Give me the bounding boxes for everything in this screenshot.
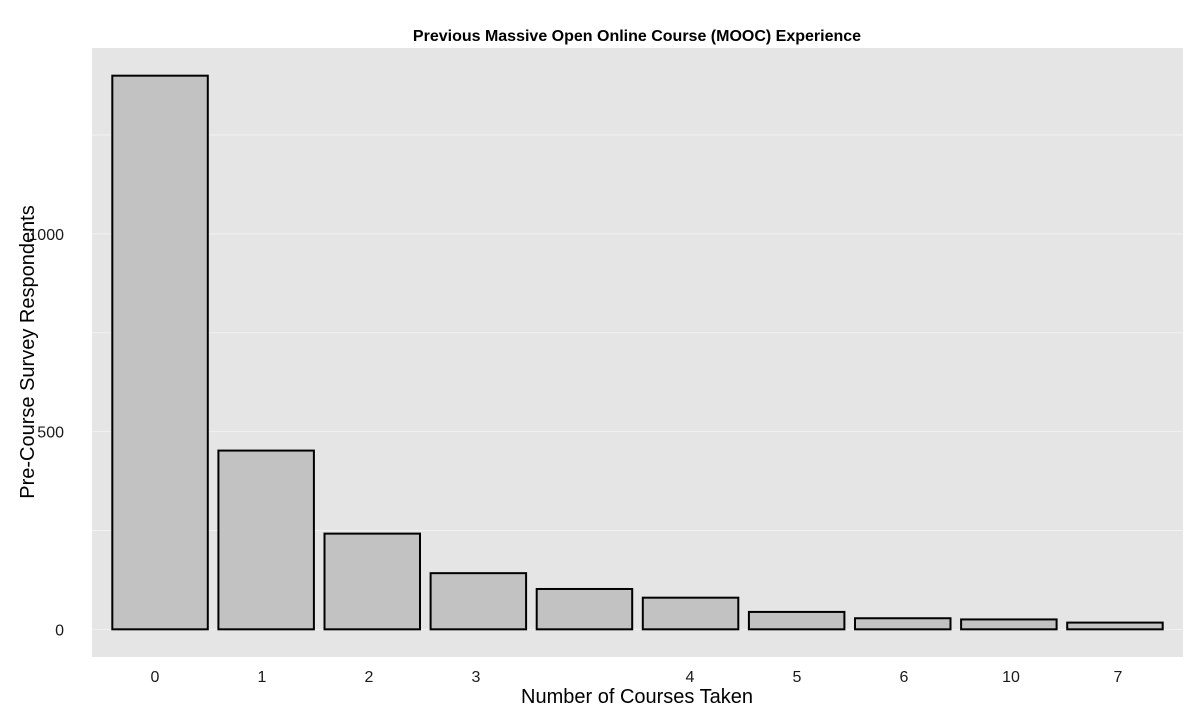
bar-7 bbox=[854, 617, 952, 631]
chart-title: Previous Massive Open Online Course (MOO… bbox=[413, 28, 861, 45]
y-tick-label: 500 bbox=[37, 425, 64, 442]
x-tick-label: 1 bbox=[258, 669, 267, 686]
x-tick-label: 10 bbox=[1002, 669, 1020, 686]
x-tick-label: 0 bbox=[151, 669, 160, 686]
x-tick-label: 3 bbox=[472, 669, 481, 686]
y-axis-title: Pre-Course Survey Respondents bbox=[17, 205, 39, 498]
bar-6 bbox=[747, 610, 846, 631]
y-tick-label: 0 bbox=[55, 622, 64, 639]
x-tick-label: 7 bbox=[1114, 669, 1123, 686]
bar-4 bbox=[535, 587, 634, 631]
y-tick-label: 1000 bbox=[28, 227, 64, 244]
bar-5 bbox=[641, 596, 740, 631]
bar-1 bbox=[217, 449, 315, 631]
x-tick-label: 2 bbox=[365, 669, 374, 686]
bar-9 bbox=[1066, 621, 1164, 631]
x-tick-label: 6 bbox=[900, 669, 909, 686]
y-axis-ticks: 0 500 1000 bbox=[28, 227, 64, 639]
bar-0 bbox=[111, 74, 209, 631]
x-axis-title: Number of Courses Taken bbox=[521, 686, 753, 708]
bar-8 bbox=[960, 618, 1058, 631]
bar-3 bbox=[429, 572, 528, 631]
x-axis-ticks: 0 1 2 3 4 5 6 10 7 bbox=[151, 669, 1123, 686]
x-tick-label: 5 bbox=[793, 669, 802, 686]
x-tick-label: 4 bbox=[686, 669, 695, 686]
bar-2 bbox=[323, 532, 421, 631]
bars bbox=[111, 74, 1164, 631]
